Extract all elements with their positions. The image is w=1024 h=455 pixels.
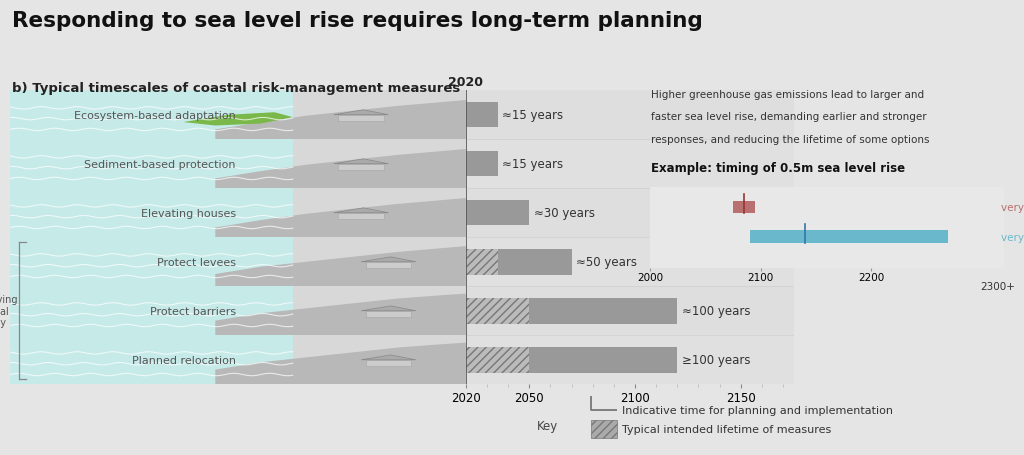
Bar [10, 189, 466, 238]
Polygon shape [361, 306, 416, 311]
Bar [10, 91, 293, 140]
Bar [10, 140, 293, 189]
Bar [466, 103, 498, 128]
Bar [366, 262, 412, 268]
Bar [466, 189, 794, 238]
Polygon shape [215, 247, 466, 287]
Bar [10, 91, 466, 140]
Bar [10, 189, 466, 238]
Text: Elevating houses: Elevating houses [140, 208, 236, 218]
Bar [529, 298, 677, 324]
Bar [10, 189, 293, 238]
Bar [366, 311, 412, 317]
Bar [466, 201, 529, 226]
Bar [466, 238, 794, 287]
Bar [10, 336, 466, 384]
Bar [733, 201, 755, 214]
Text: ≈15 years: ≈15 years [502, 158, 563, 171]
Polygon shape [183, 113, 293, 126]
Bar [466, 336, 794, 384]
Text: 2020: 2020 [449, 76, 483, 89]
Bar [10, 140, 466, 189]
Bar [529, 347, 677, 373]
Text: faster sea level rise, demanding earlier and stronger: faster sea level rise, demanding earlier… [651, 111, 927, 121]
Polygon shape [361, 355, 416, 360]
Polygon shape [334, 111, 388, 116]
Text: Planned relocation: Planned relocation [132, 355, 236, 365]
Bar [466, 140, 794, 189]
Text: Typical intended lifetime of measures: Typical intended lifetime of measures [622, 424, 830, 434]
Bar [466, 298, 529, 324]
Text: Long-living
societal
legacy: Long-living societal legacy [0, 294, 17, 328]
Bar [338, 164, 384, 170]
Text: ≈50 years: ≈50 years [575, 256, 637, 269]
Bar [10, 287, 293, 336]
Polygon shape [215, 150, 466, 189]
Bar [466, 152, 498, 177]
Polygon shape [361, 258, 416, 262]
Text: b) Typical timescales of coastal risk-management measures: b) Typical timescales of coastal risk-ma… [12, 82, 461, 95]
Bar [10, 336, 466, 384]
Text: very high: very high [1001, 202, 1024, 212]
Text: responses, and reducing the lifetime of some options: responses, and reducing the lifetime of … [651, 134, 930, 144]
Bar [10, 287, 466, 336]
Text: Sediment-based protection: Sediment-based protection [84, 159, 236, 169]
Bar [338, 116, 384, 121]
Polygon shape [334, 208, 388, 213]
Bar [750, 231, 948, 243]
Bar [498, 249, 571, 275]
Text: Protect barriers: Protect barriers [150, 306, 236, 316]
Bar [592, 420, 617, 438]
Bar [10, 287, 466, 336]
Text: Example: timing of 0.5m sea level rise: Example: timing of 0.5m sea level rise [651, 162, 905, 175]
Bar [366, 360, 412, 366]
Bar [466, 287, 794, 336]
Text: ≈100 years: ≈100 years [682, 304, 750, 318]
Bar [466, 347, 529, 373]
Text: Protect levees: Protect levees [157, 257, 236, 267]
Text: Responding to sea level rise requires long-term planning: Responding to sea level rise requires lo… [12, 11, 703, 31]
Text: Key: Key [537, 419, 558, 432]
Polygon shape [215, 198, 466, 238]
Bar [10, 238, 466, 287]
Bar [10, 238, 293, 287]
Bar [338, 213, 384, 219]
Polygon shape [215, 101, 466, 140]
Text: ≈30 years: ≈30 years [534, 207, 595, 220]
Bar [10, 336, 293, 384]
Bar [466, 91, 794, 140]
Text: 2300+: 2300+ [981, 281, 1016, 291]
Polygon shape [215, 343, 466, 384]
Bar [466, 249, 498, 275]
Bar [10, 238, 466, 287]
Text: Higher greenhouse gas emissions lead to larger and: Higher greenhouse gas emissions lead to … [651, 90, 925, 100]
Polygon shape [215, 294, 466, 336]
Bar [10, 140, 466, 189]
Text: Indicative time for planning and implementation: Indicative time for planning and impleme… [622, 405, 893, 415]
Bar [10, 91, 466, 140]
Polygon shape [334, 160, 388, 164]
Text: very low: very low [1001, 232, 1024, 242]
Text: ≥100 years: ≥100 years [682, 354, 750, 367]
Text: ≈15 years: ≈15 years [502, 109, 563, 122]
Text: Ecosystem-based adaptation: Ecosystem-based adaptation [74, 111, 236, 121]
